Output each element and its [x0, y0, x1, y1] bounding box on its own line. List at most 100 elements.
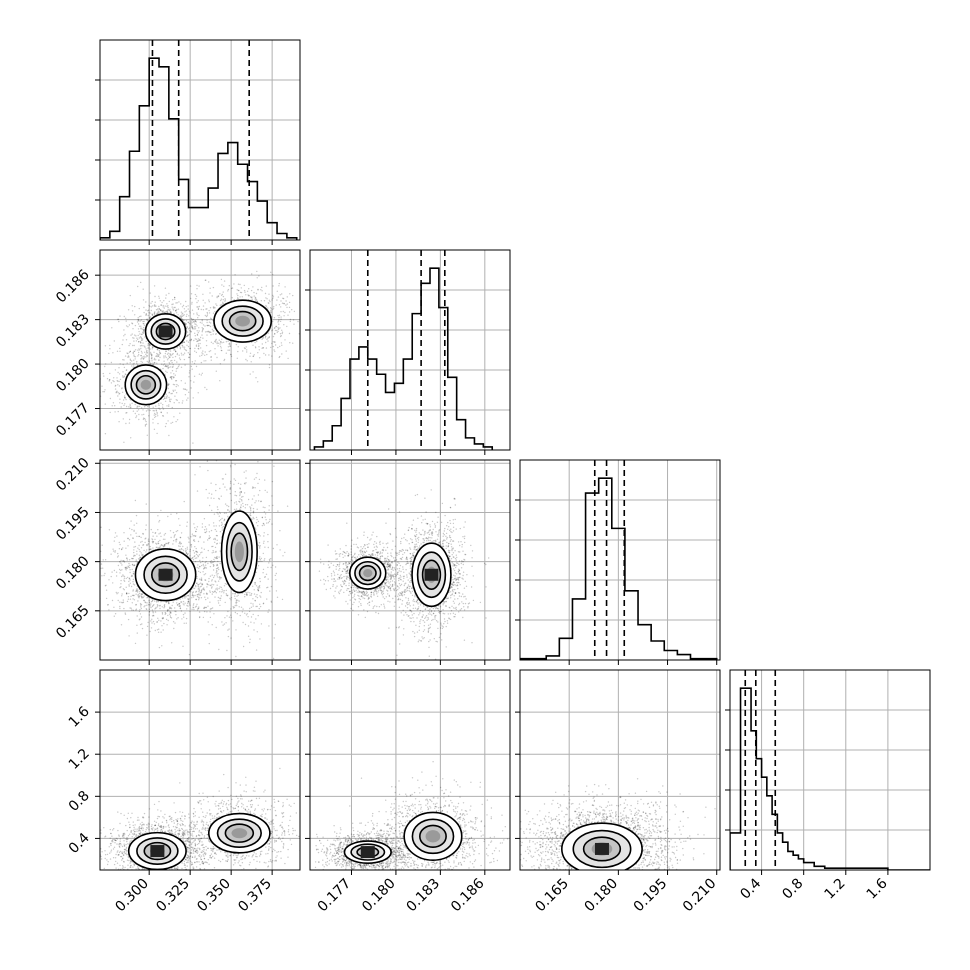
scatter-point [208, 634, 210, 636]
scatter-point [186, 326, 188, 328]
scatter-point [138, 341, 140, 343]
scatter-point [161, 617, 163, 619]
scatter-point [190, 387, 192, 389]
scatter-point [252, 355, 255, 357]
scatter-point [131, 322, 133, 324]
scatter-point [220, 577, 222, 579]
scatter-point [289, 293, 291, 295]
scatter-point [201, 589, 203, 591]
scatter-point [145, 423, 148, 425]
scatter-point [142, 329, 145, 331]
scatter-point [128, 324, 131, 326]
scatter-point [233, 508, 236, 511]
scatter-point [167, 420, 169, 422]
scatter-point [201, 327, 203, 329]
scatter-point [272, 341, 274, 343]
scatter-point [96, 383, 97, 384]
scatter-point [239, 614, 241, 617]
scatter-point [132, 578, 135, 581]
scatter-point [199, 342, 201, 345]
scatter-point [214, 340, 216, 343]
scatter-point [223, 623, 226, 625]
scatter-point [207, 497, 209, 499]
scatter-point [117, 564, 120, 567]
scatter-point [128, 356, 130, 358]
scatter-point [146, 352, 148, 354]
scatter-point [121, 595, 123, 597]
scatter-point [272, 296, 275, 298]
scatter-point [271, 299, 273, 301]
scatter-point [174, 610, 176, 612]
scatter-point [190, 338, 192, 341]
scatter-point [130, 520, 132, 522]
scatter-point [277, 296, 280, 298]
scatter-point [260, 623, 263, 625]
scatter-point [196, 334, 199, 336]
scatter-point [201, 331, 203, 333]
scatter-point [200, 597, 203, 599]
scatter-point [163, 307, 165, 309]
scatter-point [167, 367, 169, 370]
scatter-point [216, 564, 219, 566]
scatter-point [265, 519, 267, 521]
scatter-point [113, 380, 115, 383]
y-tick-label: 0.177 [53, 400, 93, 440]
scatter-point [272, 504, 274, 507]
scatter-point [236, 601, 238, 603]
scatter-point [165, 311, 167, 313]
scatter-point [174, 306, 176, 309]
scatter-point [110, 553, 112, 555]
scatter-point [263, 524, 265, 526]
scatter-point [206, 586, 208, 588]
scatter-point [191, 597, 193, 599]
scatter-point [170, 422, 172, 424]
scatter-point [133, 546, 135, 548]
scatter-point [293, 323, 295, 325]
scatter-point [172, 366, 174, 368]
scatter-point [178, 548, 180, 551]
scatter-point [200, 552, 202, 554]
scatter-point [219, 578, 221, 580]
scatter-point [269, 307, 272, 309]
scatter-point [167, 305, 169, 307]
scatter-point [265, 297, 267, 299]
scatter-point [183, 341, 185, 343]
scatter-point [252, 605, 254, 607]
scatter-point [164, 305, 166, 307]
scatter-point [148, 601, 151, 604]
scatter-point [240, 491, 242, 494]
scatter-point [186, 546, 188, 548]
scatter-point [104, 572, 106, 575]
scatter-point [145, 348, 147, 350]
scatter-point [172, 621, 175, 623]
scatter-point [188, 538, 190, 540]
scatter-point [252, 598, 254, 600]
scatter-point [234, 491, 236, 493]
scatter-point [149, 292, 151, 294]
scatter-point [287, 314, 289, 316]
scatter-point [259, 587, 261, 589]
scatter-point [158, 619, 160, 621]
scatter-point [159, 546, 161, 549]
scatter-point [264, 516, 266, 518]
scatter-point [179, 607, 182, 609]
scatter-point [268, 562, 270, 564]
scatter-point [138, 558, 141, 561]
scatter-point [117, 371, 119, 374]
scatter-point [219, 562, 221, 565]
scatter-point [214, 538, 216, 541]
scatter-point [180, 601, 182, 603]
scatter-point [215, 556, 218, 559]
scatter-point [220, 299, 222, 302]
scatter-point [230, 616, 232, 619]
scatter-point [221, 338, 223, 340]
scatter-point [164, 397, 166, 400]
scatter-point [251, 298, 253, 300]
scatter-point [162, 311, 165, 313]
scatter-point [119, 378, 122, 381]
scatter-point [148, 415, 150, 417]
scatter-point [239, 488, 241, 490]
scatter-point [182, 603, 184, 605]
scatter-point [165, 618, 168, 621]
scatter-point [123, 376, 125, 378]
